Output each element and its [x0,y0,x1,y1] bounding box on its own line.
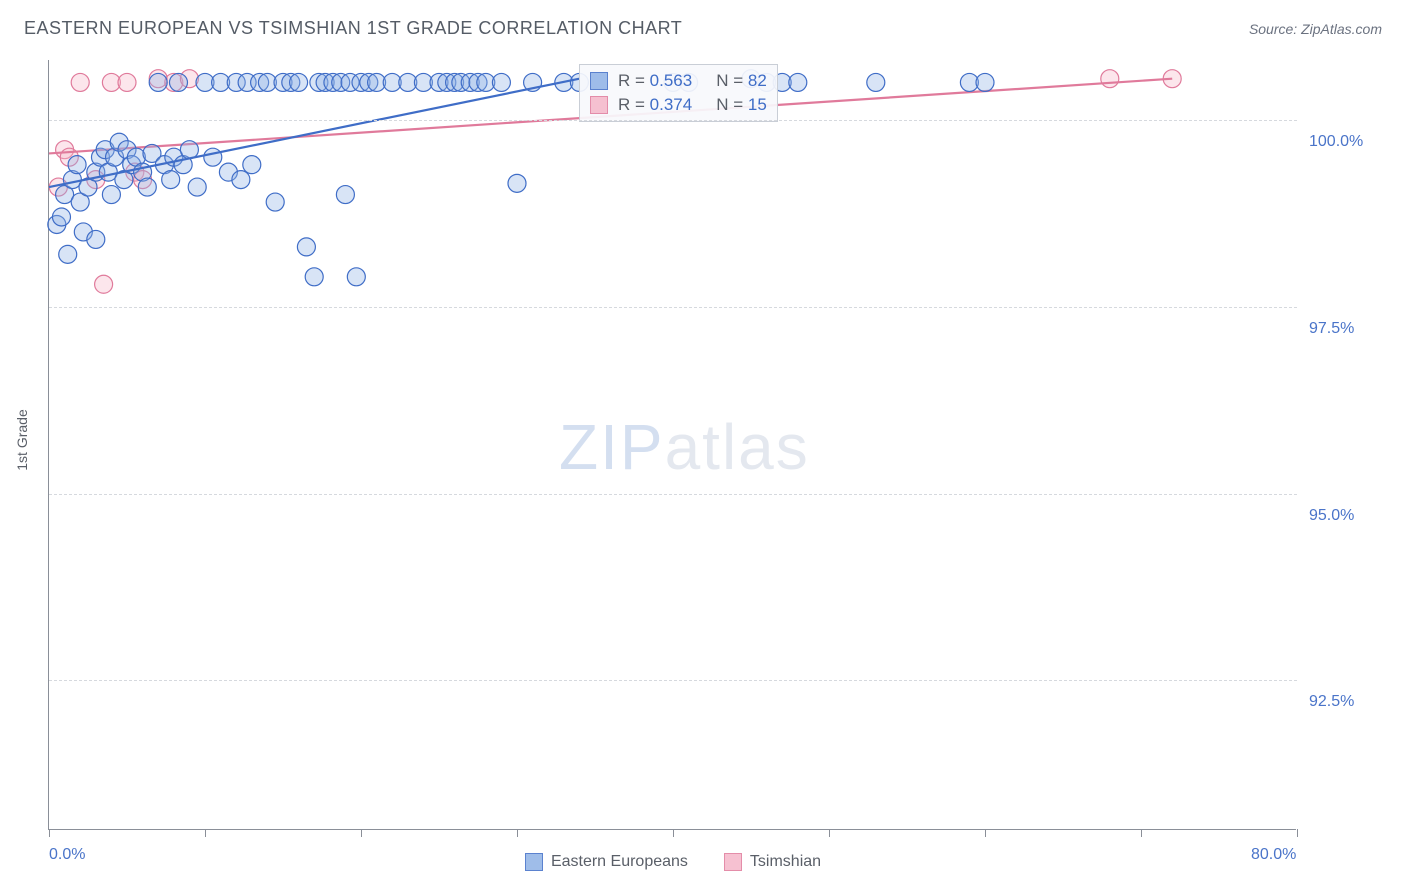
eastern-european-point [188,178,206,196]
x-tick [361,829,362,837]
x-tick-label: 80.0% [1251,846,1296,864]
grid-line [49,680,1297,681]
eastern-european-trendline [49,79,579,187]
eastern-european-point [347,268,365,286]
eastern-european-point [290,73,308,91]
eastern-european-point [169,73,187,91]
eastern-european-point [162,171,180,189]
y-tick-label: 100.0% [1309,133,1363,151]
eastern-european-point [305,268,323,286]
bottom-legend-item: Eastern Europeans [525,853,688,871]
x-tick [829,829,830,837]
eastern-european-point [266,193,284,211]
x-tick [985,829,986,837]
tsimshian-point [1101,70,1119,88]
bottom-legend: Eastern Europeans Tsimshian [49,853,1297,871]
eastern-european-point [492,73,510,91]
eastern-european-point [243,156,261,174]
grid-line [49,494,1297,495]
eastern-european-point [87,230,105,248]
y-tick-label: 92.5% [1309,693,1354,711]
x-tick [517,829,518,837]
eastern-european-point [149,73,167,91]
eastern-european-point [68,156,86,174]
y-axis-title: 1st Grade [14,409,30,470]
eastern-european-point [336,186,354,204]
grid-line [49,307,1297,308]
eastern-european-point [204,148,222,166]
stats-legend: R = 0.563N = 82R = 0.374N = 15 [579,64,778,122]
stats-legend-row: R = 0.374N = 15 [590,93,767,117]
source-label: Source: ZipAtlas.com [1249,21,1382,37]
eastern-european-point [138,178,156,196]
eastern-european-point [102,186,120,204]
chart-title: EASTERN EUROPEAN VS TSIMSHIAN 1ST GRADE … [24,18,682,39]
tsimshian-point [118,73,136,91]
x-tick [205,829,206,837]
y-tick-label: 97.5% [1309,320,1354,338]
x-tick-label: 0.0% [49,846,85,864]
x-tick [49,829,50,837]
y-tick-label: 95.0% [1309,507,1354,525]
eastern-european-point [508,174,526,192]
eastern-european-point [52,208,70,226]
grid-line [49,120,1297,121]
eastern-european-point [232,171,250,189]
eastern-european-point [59,245,77,263]
legend-swatch [525,853,543,871]
x-tick [1297,829,1298,837]
chart-area: ZIPatlas R = 0.563N = 82R = 0.374N = 15 … [48,60,1378,830]
legend-swatch [590,96,608,114]
tsimshian-point [71,73,89,91]
stats-legend-row: R = 0.563N = 82 [590,69,767,93]
legend-swatch [724,853,742,871]
tsimshian-point [95,275,113,293]
eastern-european-point [976,73,994,91]
x-tick [673,829,674,837]
eastern-european-point [867,73,885,91]
scatter-svg [49,60,1297,830]
legend-swatch [590,72,608,90]
plot-region: ZIPatlas R = 0.563N = 82R = 0.374N = 15 … [48,60,1296,830]
x-tick [1141,829,1142,837]
eastern-european-point [789,73,807,91]
bottom-legend-item: Tsimshian [724,853,821,871]
eastern-european-point [297,238,315,256]
